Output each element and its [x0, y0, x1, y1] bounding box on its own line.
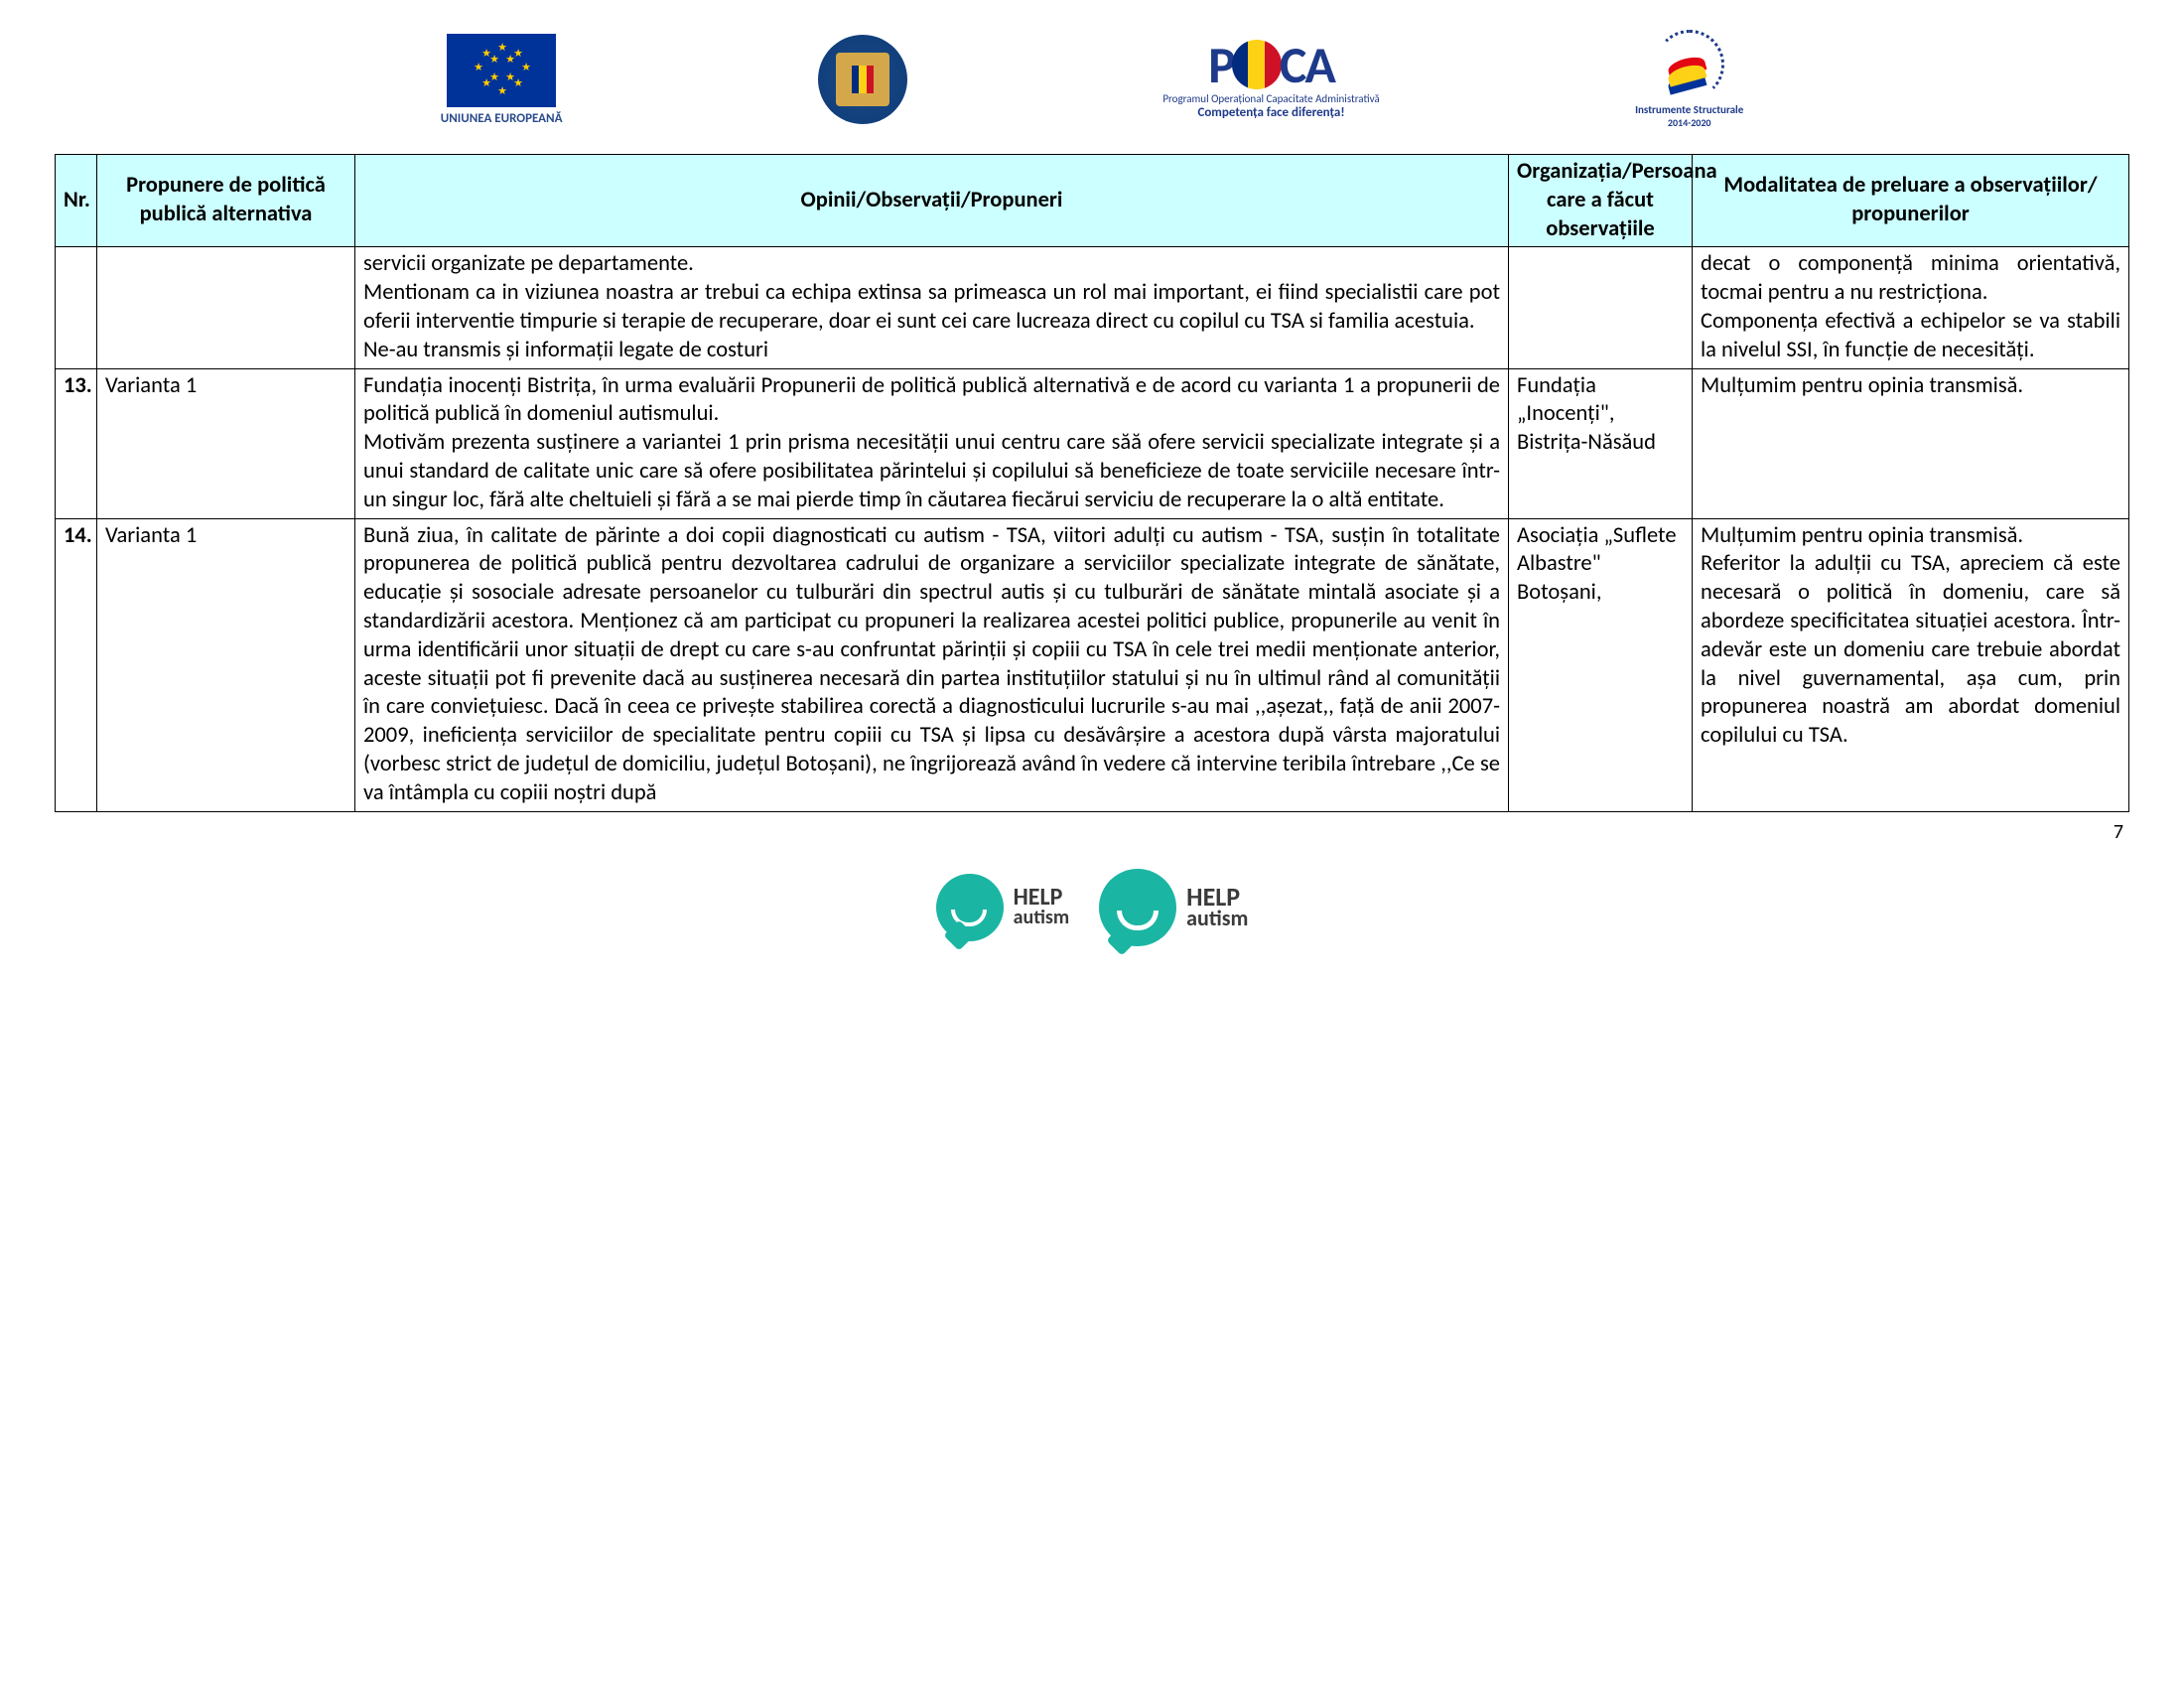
cell-org: Asociația „Suflete Albastre" Botoșani, — [1509, 518, 1693, 811]
poca-logo: PCA Programul Operațional Capacitate Adm… — [1162, 39, 1379, 120]
eu-flag-icon: ★★ ★★ ★★ ★★ ★★ ★★ — [447, 34, 556, 107]
cell-org — [1509, 247, 1693, 368]
cell-opinii: Bună ziua, în calitate de părinte a doi … — [355, 518, 1509, 811]
table-row: 13. Varianta 1 Fundația inocenți Bistriț… — [56, 368, 2129, 518]
cell-nr — [56, 247, 97, 368]
cell-opinii: servicii organizate pe departamente.Ment… — [355, 247, 1509, 368]
help-text-2: autism — [1186, 909, 1248, 929]
romania-gov-logo — [818, 35, 907, 124]
romania-seal-icon — [818, 35, 907, 124]
instr-caption: Instrumente Structurale — [1635, 103, 1743, 116]
table-row: servicii organizate pe departamente.Ment… — [56, 247, 2129, 368]
instr-years: 2014-2020 — [1668, 116, 1711, 129]
help-autism-logo-large: HELP autism — [1099, 869, 1248, 946]
eu-logo: ★★ ★★ ★★ ★★ ★★ ★★ UNIUNEA EUROPEANĂ — [441, 34, 563, 126]
speech-bubble-icon — [1099, 869, 1176, 946]
header-nr: Nr. — [56, 155, 97, 247]
help-text-2: autism — [1014, 909, 1070, 927]
cell-propunere: Varianta 1 — [97, 368, 355, 518]
poca-text-icon: PCA — [1208, 39, 1334, 90]
cell-propunere — [97, 247, 355, 368]
table-header-row: Nr. Propunere de politică publică altern… — [56, 155, 2129, 247]
table-row: 14. Varianta 1 Bună ziua, în calitate de… — [56, 518, 2129, 811]
cell-nr: 14. — [56, 518, 97, 811]
observations-table: Nr. Propunere de politică publică altern… — [55, 154, 2129, 812]
poca-sub2: Competența face diferența! — [1197, 105, 1344, 120]
cell-opinii: Fundația inocenți Bistrița, în urma eval… — [355, 368, 1509, 518]
cell-propunere: Varianta 1 — [97, 518, 355, 811]
header-opinii: Opinii/Observații/Propuneri — [355, 155, 1509, 247]
structural-instruments-logo: Instrumente Structurale 2014-2020 — [1635, 30, 1743, 129]
cell-mod: Mulțumim pentru opinia transmisă. — [1693, 368, 2129, 518]
speech-bubble-icon — [936, 874, 1004, 941]
poca-sub1: Programul Operațional Capacitate Adminis… — [1162, 92, 1379, 105]
cell-org: Fundația „Inocenți", Bistrița-Năsăud — [1509, 368, 1693, 518]
eu-caption: UNIUNEA EUROPEANĂ — [441, 111, 563, 126]
cell-mod: Mulțumim pentru opinia transmisă.Referit… — [1693, 518, 2129, 811]
header-propunere: Propunere de politică publică alternativ… — [97, 155, 355, 247]
page-number: 7 — [55, 820, 2123, 844]
help-autism-logo-small: HELP autism — [936, 874, 1070, 941]
cell-nr: 13. — [56, 368, 97, 518]
header-mod: Modalitatea de preluare a observațiilor/… — [1693, 155, 2129, 247]
header-org: Organizația/Persoana care a făcut observ… — [1509, 155, 1693, 247]
footer-logos: HELP autism HELP autism — [55, 869, 2129, 946]
cell-mod: decat o componență minima orientativă, t… — [1693, 247, 2129, 368]
instr-circle-icon — [1655, 30, 1724, 99]
header-logos: ★★ ★★ ★★ ★★ ★★ ★★ UNIUNEA EUROPEANĂ PCA … — [313, 30, 1871, 129]
